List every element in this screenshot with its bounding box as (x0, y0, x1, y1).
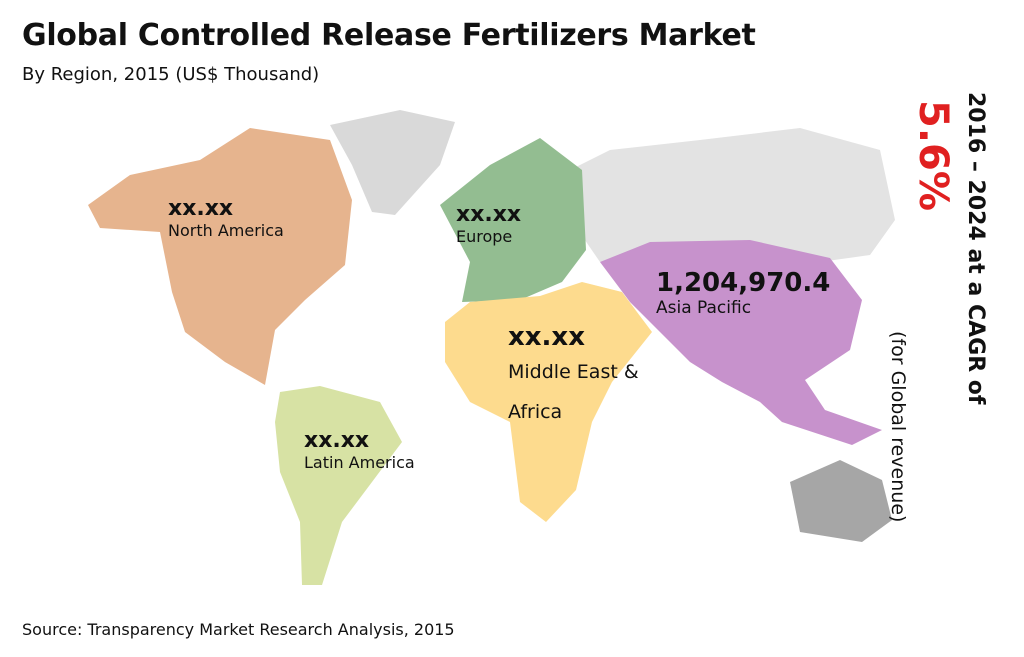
region-label: xx.xx Latin America (304, 428, 415, 472)
region-value: xx.xx (168, 196, 234, 221)
russia (560, 128, 895, 262)
cagr-rate: 5.6% (910, 100, 956, 211)
region-label: 1,204,970.4 Asia Pacific (656, 268, 830, 318)
asia-pacific (600, 240, 882, 445)
cagr-note: (for Global revenue) (887, 330, 909, 522)
region-name: Asia Pacific (656, 298, 752, 318)
subtitle: By Region, 2015 (US$ Thousand) (22, 64, 320, 85)
region-name: Latin America (304, 453, 415, 472)
europe (440, 138, 586, 302)
region-label: xx.xx Europe (456, 202, 521, 246)
region-name: Europe (456, 227, 513, 246)
cagr-callout: 2016 – 2024 at a CAGR of 5.6% (for Global… (884, 92, 996, 522)
region-name: Middle East & Africa (508, 361, 639, 423)
region-value: xx.xx (456, 202, 522, 227)
region-value: 1,204,970.4 (656, 268, 831, 298)
middle-east-africa (445, 282, 652, 522)
region-label: xx.xx North America (168, 196, 284, 240)
source: Source: Transparency Market Research Ana… (22, 620, 455, 639)
greenland (330, 110, 455, 215)
latin-america (275, 386, 402, 585)
title: Global Controlled Release Fertilizers Ma… (22, 18, 756, 53)
region-name: North America (168, 221, 284, 240)
cagr-period: 2016 – 2024 at a CAGR of (963, 92, 988, 405)
north-america (88, 128, 352, 385)
region-value: xx.xx (508, 322, 585, 352)
region-value: xx.xx (304, 428, 370, 453)
australia (790, 460, 892, 542)
region-label: xx.xx Middle East & Africa (508, 322, 648, 432)
